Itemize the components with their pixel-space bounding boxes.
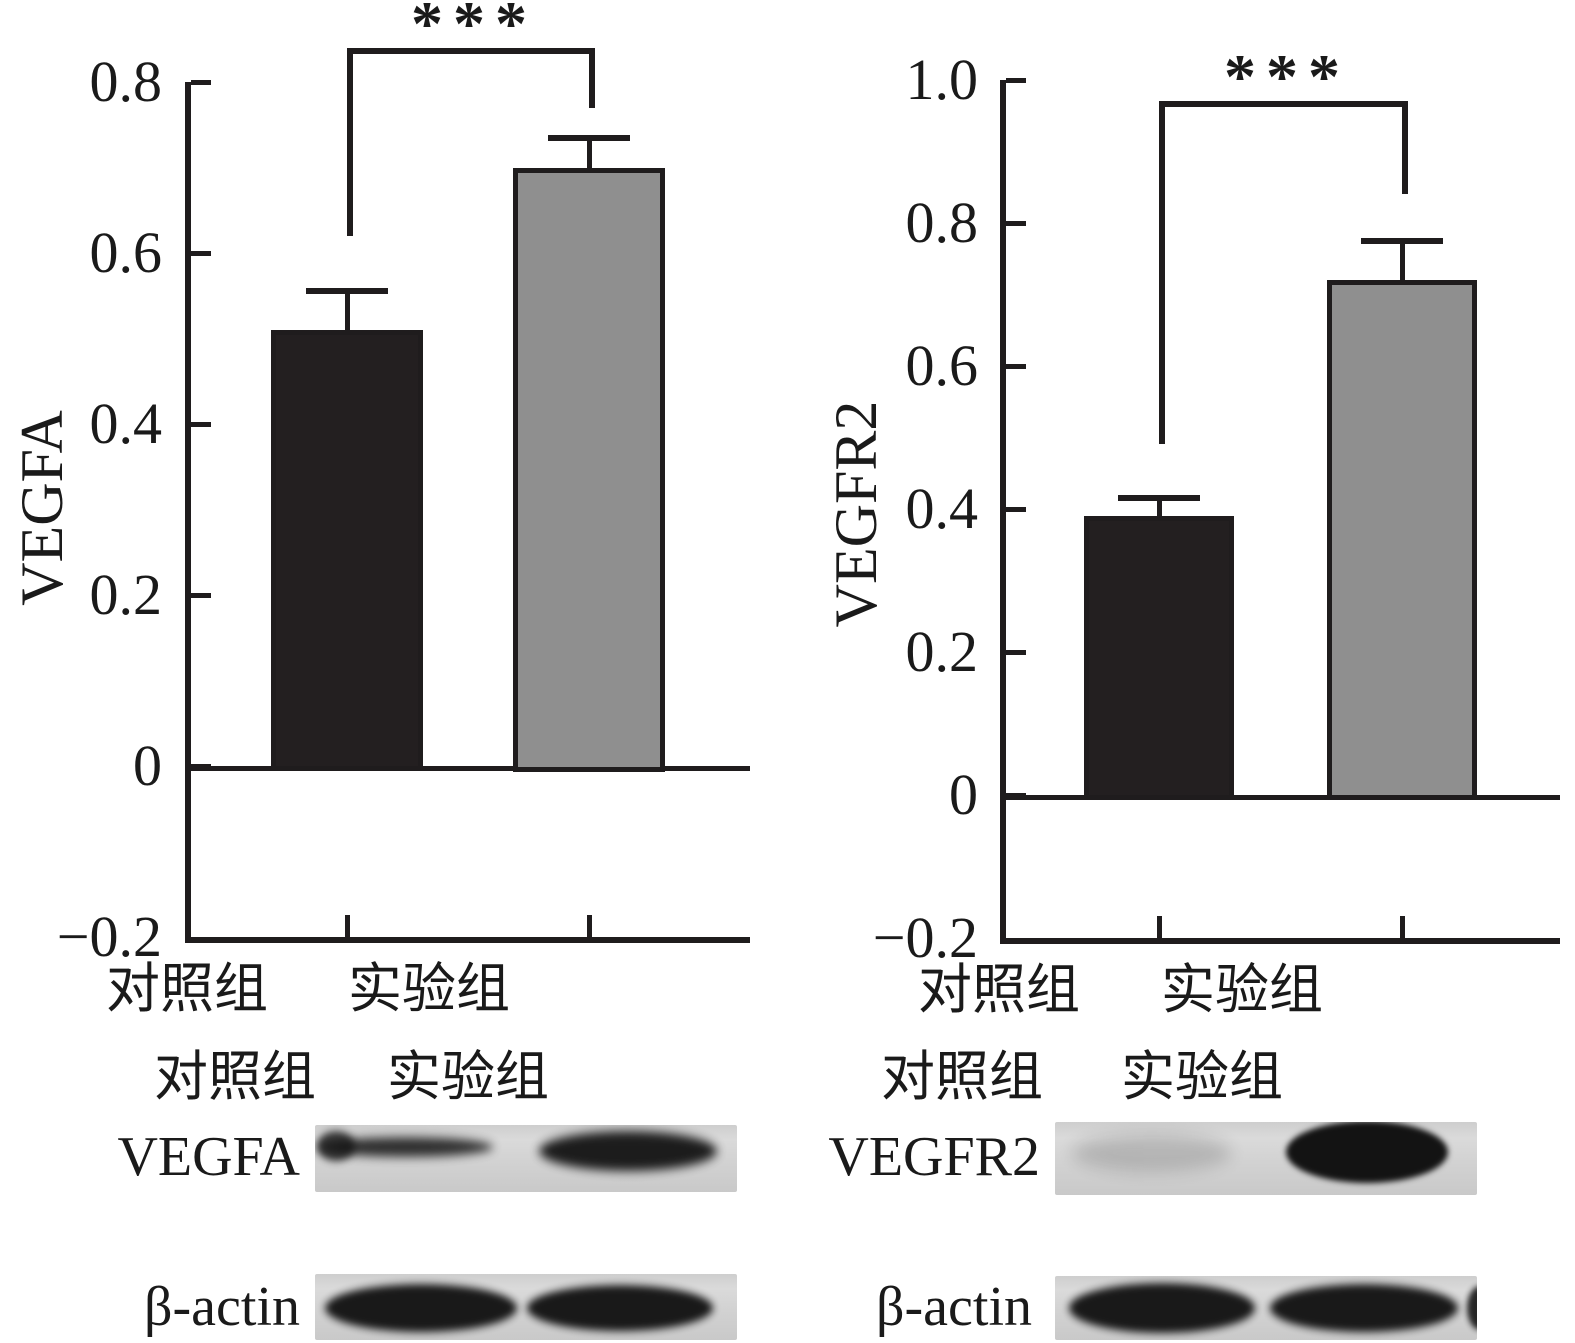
y-axis-line <box>185 82 191 943</box>
y-tick <box>1006 78 1026 83</box>
y-tick-label: 0.4 <box>89 391 163 456</box>
category-label: 实验组 <box>348 959 510 1019</box>
blot-strip <box>1055 1276 1477 1340</box>
bar-control <box>271 330 423 771</box>
significance-bracket <box>1159 101 1408 107</box>
error-bar-stem <box>1400 241 1405 288</box>
y-tick-label: 0.8 <box>89 49 163 114</box>
blot-band <box>325 1284 517 1332</box>
zero-line <box>1006 795 1560 800</box>
error-bar-cap <box>1118 495 1200 501</box>
category-label: 对照组 <box>918 960 1080 1020</box>
y-tick <box>1006 650 1026 655</box>
bar-experimental <box>513 168 665 772</box>
category-label: 实验组 <box>1161 960 1323 1020</box>
significance-bracket <box>1402 101 1408 194</box>
significance-bracket <box>589 48 595 108</box>
blot-row-label: β-actin <box>876 1276 1032 1338</box>
blot-strip <box>315 1125 737 1192</box>
x-axis-line <box>1000 938 1560 944</box>
blot-row-label: VEGFA <box>117 1126 300 1188</box>
y-tick-label: 0.6 <box>905 333 979 398</box>
y-tick <box>191 764 211 769</box>
blot-band <box>1072 1134 1232 1172</box>
significance-bracket <box>347 48 595 54</box>
y-tick <box>191 593 211 598</box>
y-tick <box>191 422 211 427</box>
blot-row-label: VEGFR2 <box>828 1126 1040 1188</box>
blot-band <box>1467 1286 1477 1330</box>
blot-strip <box>1055 1122 1477 1195</box>
y-tick-label: 0 <box>133 733 162 798</box>
y-tick-label: 0.8 <box>905 190 979 255</box>
error-bar-cap <box>1361 238 1443 244</box>
y-tick <box>1006 221 1026 226</box>
y-tick-label: 0.2 <box>89 562 163 627</box>
lane-label: 实验组 <box>1121 1047 1283 1107</box>
significance-label: *** <box>1224 41 1350 112</box>
significance-label: *** <box>411 0 537 59</box>
category-tick <box>1157 916 1162 938</box>
y-tick-label: −0.2 <box>56 904 162 969</box>
blot-band <box>539 1131 717 1171</box>
y-tick <box>1006 507 1026 512</box>
lane-label: 实验组 <box>387 1047 549 1107</box>
error-bar-cap <box>306 288 388 294</box>
category-tick <box>587 915 592 937</box>
blot-band <box>318 1137 493 1157</box>
blot-row-label: β-actin <box>144 1276 300 1338</box>
blot-band <box>1069 1283 1255 1333</box>
y-tick-label: 0.2 <box>905 619 979 684</box>
error-bar-stem <box>345 291 350 337</box>
blot-strip <box>315 1274 737 1340</box>
zero-line <box>191 766 750 771</box>
y-tick-label: −0.2 <box>872 905 978 970</box>
lane-label: 对照组 <box>881 1047 1043 1107</box>
bar-control <box>1084 516 1234 800</box>
y-tick <box>191 251 211 256</box>
blot-band <box>317 1131 355 1161</box>
error-bar-stem <box>1157 498 1162 524</box>
y-tick <box>191 80 211 85</box>
error-bar-stem <box>587 138 592 176</box>
y-tick-label: 0.6 <box>89 220 163 285</box>
blot-band <box>1286 1122 1448 1183</box>
bar-experimental <box>1327 280 1477 800</box>
y-tick-label: 1.0 <box>905 47 979 112</box>
y-tick <box>1006 364 1026 369</box>
significance-bracket <box>347 48 353 236</box>
y-tick <box>1006 793 1026 798</box>
y-tick-label: 0 <box>949 762 978 827</box>
lane-label: 对照组 <box>154 1047 316 1107</box>
y-axis-line <box>1000 80 1006 944</box>
y-tick-label: 0.4 <box>905 476 979 541</box>
category-tick <box>345 915 350 937</box>
x-axis-line <box>185 937 750 943</box>
significance-bracket <box>1159 101 1165 444</box>
category-tick <box>1400 916 1405 938</box>
blot-band <box>527 1285 713 1331</box>
category-label: 对照组 <box>106 959 268 1019</box>
blot-band <box>1270 1284 1458 1332</box>
error-bar-cap <box>548 135 630 141</box>
